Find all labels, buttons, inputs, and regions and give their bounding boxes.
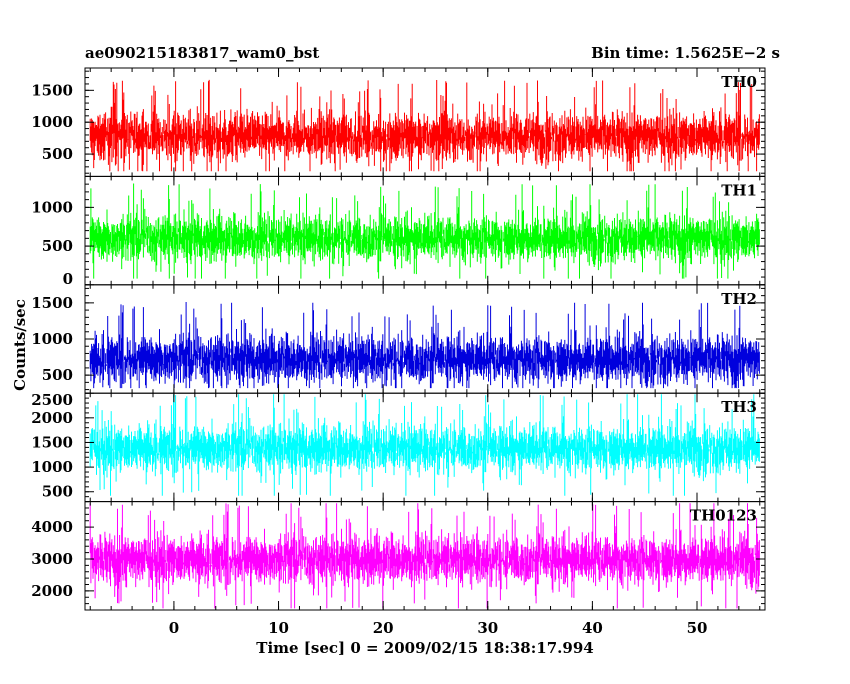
series-th0-trace (89, 79, 760, 172)
x-tick-label-0: 0 (169, 619, 179, 637)
y-tick-label-th0-500: 500 (42, 145, 73, 163)
y-tick-label-th0123-3000: 3000 (31, 550, 73, 568)
y-tick-label-th0-1500: 1500 (31, 81, 73, 99)
observation-title: ae090215183817_wam0_bst (85, 44, 320, 62)
y-tick-label-th1-500: 500 (42, 237, 73, 255)
x-tick-label-40: 40 (582, 619, 603, 637)
panel-label-th0: TH0 (721, 73, 757, 91)
x-tick-label-30: 30 (477, 619, 498, 637)
panel-label-th1: TH1 (721, 181, 757, 199)
y-tick-label-th1-0: 0 (63, 270, 73, 288)
bin-time-label: Bin time: 1.5625E−2 s (591, 44, 780, 62)
y-axis-label: Counts/sec (11, 299, 29, 391)
series-th2-trace (89, 302, 760, 389)
y-tick-label-th0123-2000: 2000 (31, 582, 73, 600)
x-axis-label: Time [sec] 0 = 2009/02/15 18:38:17.994 (256, 639, 594, 657)
y-tick-label-th1-1000: 1000 (31, 198, 73, 216)
series-th3-trace (89, 394, 760, 496)
x-tick-label-10: 10 (268, 619, 289, 637)
panel-label-th2: TH2 (721, 290, 757, 308)
panel-label-th3: TH3 (721, 398, 757, 416)
y-tick-label-th0123-4000: 4000 (31, 518, 73, 536)
series-th1-trace (89, 183, 760, 279)
series-th0123-trace (89, 503, 760, 609)
x-tick-label-50: 50 (687, 619, 708, 637)
y-tick-label-th2-1500: 1500 (31, 294, 73, 312)
y-tick-label-th2-1000: 1000 (31, 330, 73, 348)
y-tick-label-th3-2500: 2500 (31, 391, 73, 409)
y-tick-label-th2-500: 500 (42, 366, 73, 384)
y-tick-label-th3-1000: 1000 (31, 458, 73, 476)
y-tick-label-th0-1000: 1000 (31, 113, 73, 131)
panel-label-th0123: TH0123 (690, 507, 757, 525)
y-tick-label-th3-2000: 2000 (31, 409, 73, 427)
y-tick-label-th3-500: 500 (42, 483, 73, 501)
x-tick-label-20: 20 (373, 619, 394, 637)
y-tick-label-th3-1500: 1500 (31, 433, 73, 451)
